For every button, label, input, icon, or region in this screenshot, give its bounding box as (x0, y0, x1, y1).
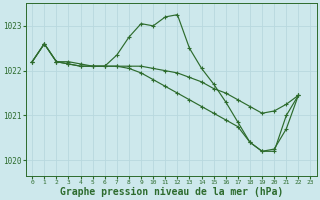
X-axis label: Graphe pression niveau de la mer (hPa): Graphe pression niveau de la mer (hPa) (60, 186, 283, 197)
